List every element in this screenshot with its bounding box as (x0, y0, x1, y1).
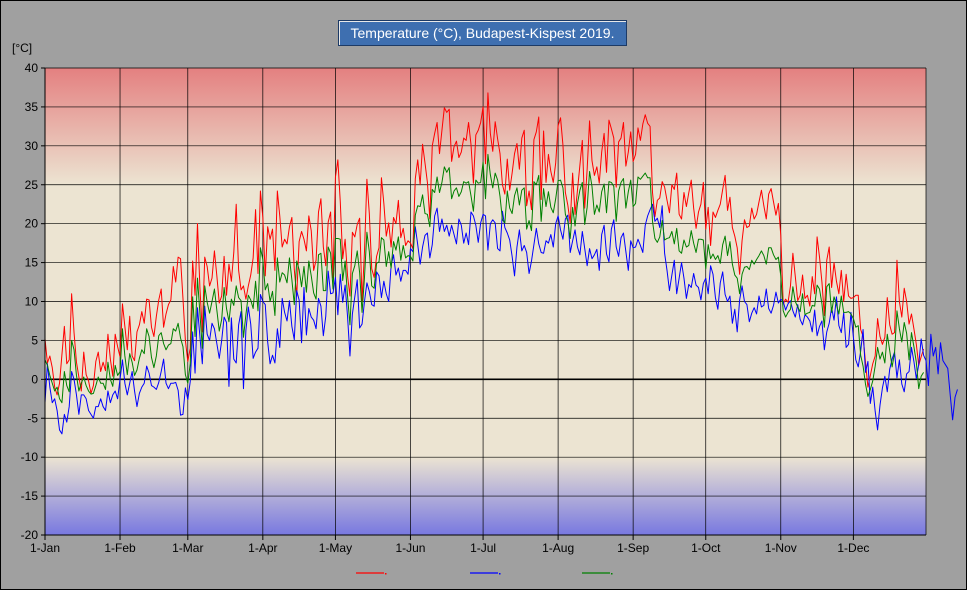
y-tick-label: 15 (25, 256, 39, 270)
y-tick-label: -10 (21, 450, 39, 464)
x-tick-label: 1-Jun (395, 541, 425, 555)
y-tick-label: 10 (25, 295, 39, 309)
x-tick-label: 1-Jul (470, 541, 496, 555)
y-tick-label: 5 (31, 333, 38, 347)
y-tick-label: -20 (21, 528, 39, 542)
series-lines (44, 92, 958, 435)
y-tick-label: -15 (21, 489, 39, 503)
y-tick-label: 40 (25, 61, 39, 75)
series-line-2 (44, 203, 958, 435)
x-tick-label: 1-Oct (691, 541, 721, 555)
y-tick-label: 30 (25, 139, 39, 153)
y-tick-label: 20 (25, 217, 39, 231)
y-axis-unit: [°C] (12, 41, 32, 55)
series-line-3 (44, 153, 925, 404)
x-tick-label: 1-Jan (30, 541, 60, 555)
grid-lines (44, 67, 927, 536)
x-tick-label: 1-Nov (765, 541, 797, 555)
y-tick-label: 35 (25, 100, 39, 114)
x-tick-label: 1-Dec (837, 541, 869, 555)
x-tick-label: 1-Feb (104, 541, 136, 555)
legend-marker-3 (611, 573, 613, 575)
y-tick-label: -5 (27, 411, 38, 425)
series-line-1 (44, 92, 925, 396)
chart-title: Temperature (°C), Budapest-Kispest 2019. (338, 20, 627, 46)
x-tick-label: 1-May (319, 541, 352, 555)
hot-band (45, 68, 926, 185)
axes: 40 35 30 25 20 15 10 5 0 -5 -10 -15 -201-Jan 1-Feb 1-M… (21, 61, 926, 555)
y-tick-label: 25 (25, 178, 39, 192)
legend-marker-2 (499, 573, 501, 575)
y-tick-label: 0 (31, 372, 38, 386)
legend-marker-1 (385, 573, 387, 575)
x-tick-label: 1-Mar (172, 541, 203, 555)
x-tick-label: 1-Aug (542, 541, 574, 555)
x-tick-label: 1-Apr (248, 541, 277, 555)
x-tick-label: 1-Sep (617, 541, 649, 555)
legend (356, 572, 613, 575)
